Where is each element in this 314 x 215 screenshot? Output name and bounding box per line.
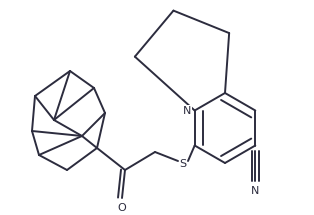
Text: O: O [118,203,126,213]
Text: N: N [182,106,191,115]
Text: N: N [251,186,259,195]
Text: S: S [179,159,187,169]
